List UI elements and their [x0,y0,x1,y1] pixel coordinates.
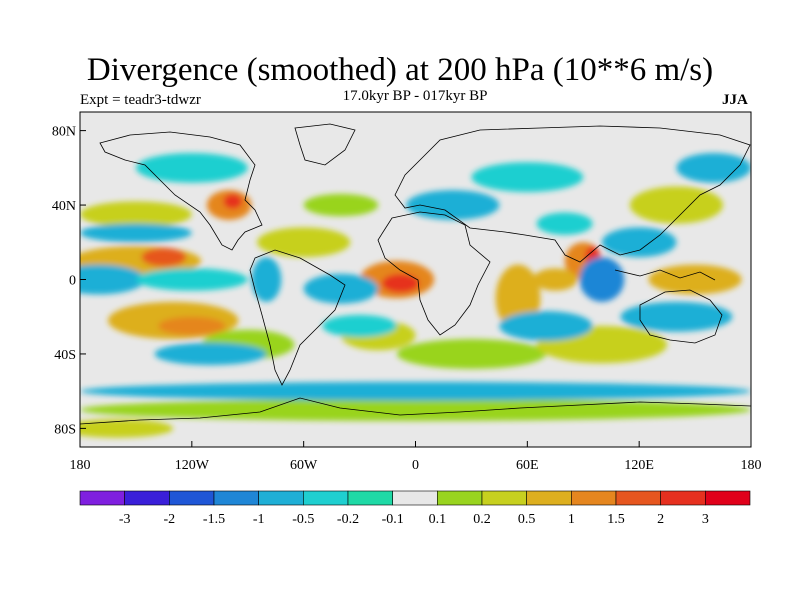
field-region [406,190,500,220]
lon-tick-label: 180 [70,458,91,473]
colorbar-swatch [258,490,304,506]
lat-tick-label: 80S [54,422,76,437]
divergence-field [80,152,751,438]
colorbar-swatch [660,490,706,506]
season-label: JJA [722,92,748,108]
coast-indonesia [614,269,716,281]
lat-tick-label: 40S [54,348,76,363]
field-region [620,301,733,332]
field-region [499,311,593,341]
map-title: Divergence (smoothed) at 200 hPa (10**6 … [86,52,714,88]
axis-ticks: 80N 40N 0 40S 80S 180 120W 60W 0 60E 120E 180 [52,125,762,473]
colorbar-label: 2 [657,512,664,527]
field-region [601,227,677,258]
field-region [158,316,226,336]
field-region [223,193,243,209]
lat-tick-label: 80N [52,125,76,140]
coast-antarctica [80,397,751,425]
field-region [80,419,174,438]
field-region [303,193,379,217]
colorbar-label: 0.5 [518,512,536,527]
field-region [381,273,420,293]
lon-tick-label: 120E [624,458,654,473]
coast-north-america [99,131,263,251]
colorbar-label: -0.1 [382,512,404,527]
colorbar-swatch [79,490,125,506]
colorbar-swatch [169,490,215,506]
field-region [80,398,751,421]
experiment-label: Expt = teadr3-tdwzr [80,92,201,108]
coast-greenland [294,123,356,166]
colorbar-swatch [571,490,617,506]
colorbar-label: -1.5 [203,512,225,527]
field-region [322,314,397,338]
colorbar-label: -1 [253,512,265,527]
coast-eurasia [394,125,751,263]
lon-tick-label: 60E [516,458,539,473]
colorbar-swatch [615,490,661,506]
field-region [396,339,546,369]
lon-tick-label: 120W [175,458,210,473]
colorbar-swatch [437,490,483,506]
lat-tick-label: 40N [52,199,76,214]
lat-tick-label: 0 [69,274,76,289]
colorbar-swatch [303,490,349,506]
lon-tick-label: 60W [290,458,318,473]
field-region [80,381,751,401]
colorbar-swatch [526,490,572,506]
colorbar: -3 -2 -1.5 -1 -0.5 -0.2 -0.1 0.1 0.2 0.5 1 1.5 2 3 [79,490,751,527]
colorbar-swatch [124,490,170,506]
field-region [141,247,187,267]
coast-australia [639,289,723,344]
coast-africa [377,211,491,336]
field-region [676,152,751,183]
field-region [648,264,742,295]
field-region [154,342,267,366]
colorbar-label: -0.2 [337,512,359,527]
field-region [303,273,379,304]
coastlines [80,123,751,425]
field-region [257,227,351,258]
field-region [135,268,248,291]
field-region [579,257,625,302]
colorbar-label: 1.5 [607,512,625,527]
field-region [80,201,192,228]
colorbar-swatch [481,490,527,506]
lon-tick-label: 0 [412,458,419,473]
period-subtitle: 17.0kyr BP - 017kyr BP [342,88,488,104]
colorbar-swatch [705,490,751,506]
field-region [135,152,248,183]
colorbar-label: 0.1 [429,512,447,527]
colorbar-swatch [347,490,393,506]
field-region [532,268,578,291]
colorbar-label: 1 [568,512,575,527]
coast-south-america [249,249,346,386]
colorbar-swatch [392,490,438,506]
colorbar-label: 0.2 [473,512,491,527]
field-region [251,257,282,302]
colorbar-swatch [213,490,259,506]
field-region [80,264,146,295]
field-region [471,162,584,193]
colorbar-label: -0.5 [292,512,314,527]
colorbar-label: 3 [702,512,709,527]
colorbar-label: -3 [119,512,131,527]
field-region [80,223,192,243]
lon-tick-label: 180 [741,458,762,473]
field-region [536,212,593,235]
colorbar-label: -2 [163,512,175,527]
